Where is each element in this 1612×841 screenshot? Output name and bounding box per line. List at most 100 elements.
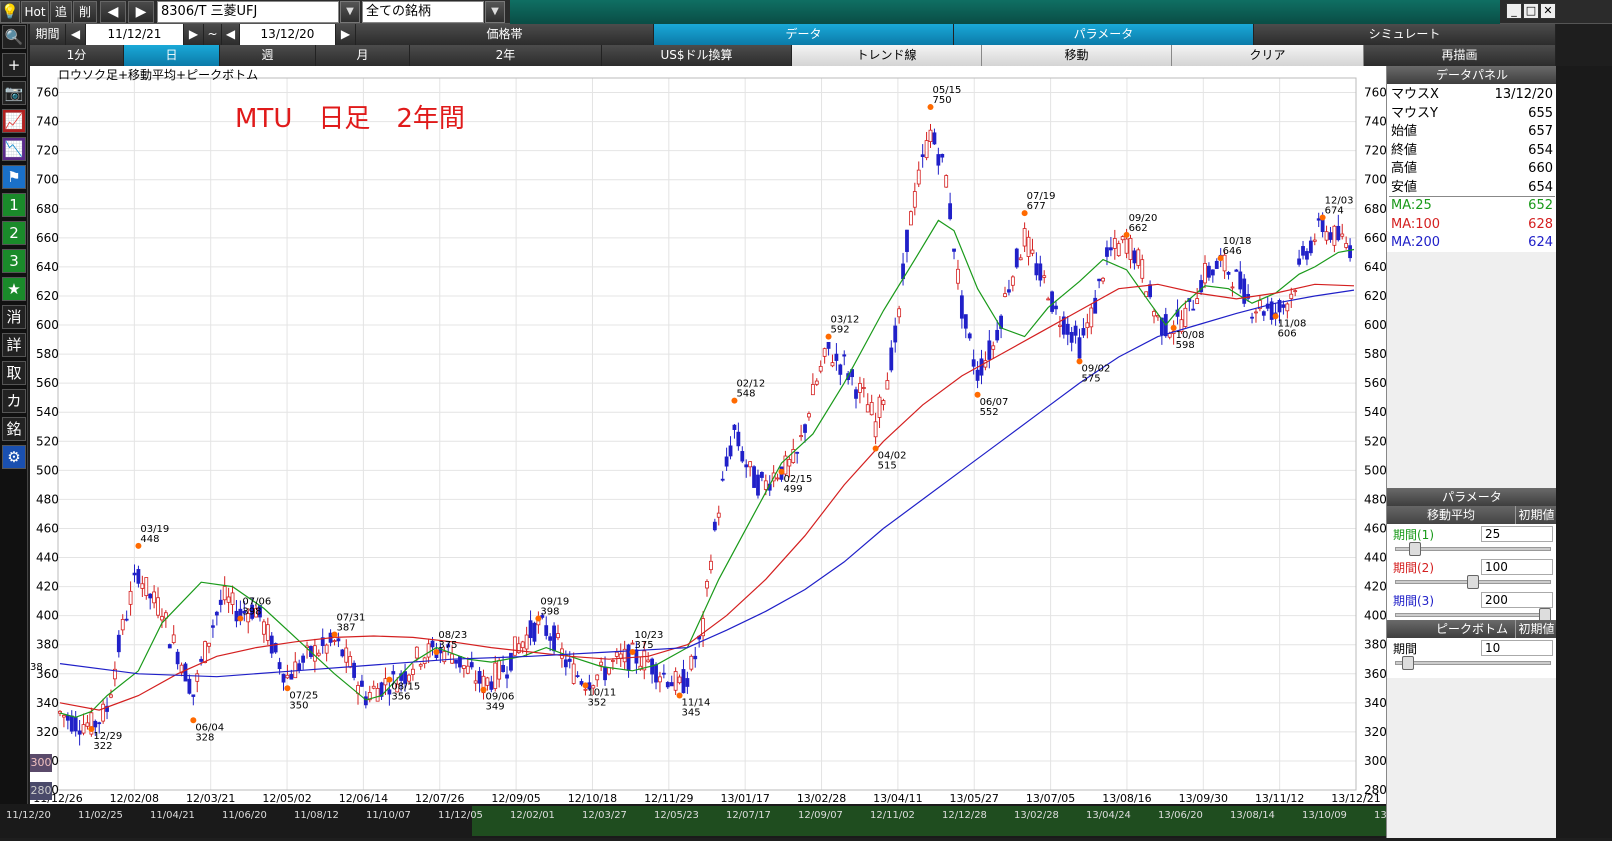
- interval-week[interactable]: 週: [220, 45, 316, 66]
- tool-11[interactable]: 詳: [2, 333, 26, 357]
- date-strip-label: 12/03/27: [582, 810, 627, 821]
- candle-body: [254, 608, 258, 618]
- universe-dropdown-icon[interactable]: ▼: [485, 1, 505, 23]
- period-from-next-icon[interactable]: ▶: [184, 24, 204, 45]
- tab-price-band[interactable]: 価格帯: [356, 24, 654, 45]
- candle-body: [89, 712, 94, 735]
- redraw-button[interactable]: 再描画: [1364, 45, 1556, 66]
- tool-6[interactable]: 1: [2, 193, 26, 217]
- tab-data[interactable]: データ: [654, 24, 954, 45]
- clear-button[interactable]: クリア: [1172, 45, 1364, 66]
- tab-parameter[interactable]: パラメータ: [954, 24, 1254, 45]
- usd-convert-button[interactable]: US$ドル換算: [602, 45, 792, 66]
- plus-icon[interactable]: +: [2, 53, 26, 77]
- next-arrow-icon[interactable]: ▶: [128, 1, 154, 23]
- tool-13[interactable]: カ: [2, 389, 26, 413]
- ma-slider-track[interactable]: [1395, 547, 1551, 551]
- ma-slider-track[interactable]: [1395, 613, 1551, 617]
- candle-body: [909, 211, 913, 226]
- tool-10[interactable]: 消: [2, 305, 26, 329]
- line-chart2-icon[interactable]: 📉: [2, 137, 26, 161]
- candle-body: [1124, 238, 1129, 254]
- date-navigator[interactable]: 11/12/20 11/02/25 11/04/21 11/06/20 11/08/12…: [0, 804, 1434, 838]
- peak-dot: [731, 397, 738, 404]
- candle-body: [807, 413, 811, 418]
- ma-period-field[interactable]: 25: [1481, 526, 1553, 542]
- candle-body: [371, 685, 376, 689]
- period-from-prev-icon[interactable]: ◀: [66, 24, 86, 45]
- candle-body: [975, 369, 980, 381]
- bulb-icon[interactable]: 💡: [0, 1, 20, 23]
- pb-reset-button[interactable]: 初期値: [1515, 620, 1557, 638]
- interval-month[interactable]: 月: [316, 45, 410, 66]
- candle-body: [1305, 251, 1309, 260]
- tool-9[interactable]: ★: [2, 277, 26, 301]
- close-icon[interactable]: ✕: [1540, 3, 1556, 19]
- candle-body: [101, 703, 106, 722]
- data-row-key: MA:25: [1391, 198, 1432, 213]
- interval-day[interactable]: 日: [124, 45, 220, 66]
- maximize-icon[interactable]: □: [1523, 3, 1539, 19]
- right-scroll-area: [1556, 66, 1612, 838]
- candle-body: [759, 472, 764, 478]
- candle-body: [246, 613, 251, 623]
- range-2year[interactable]: 2年: [410, 45, 602, 66]
- candle-body: [265, 624, 270, 641]
- data-row-value: 657: [1528, 124, 1553, 139]
- interval-1min[interactable]: 1分: [30, 45, 124, 66]
- chart-canvas[interactable]: 12/2932203/1944806/0432807/0639807/25350…: [30, 66, 1387, 805]
- badge-300[interactable]: 300: [30, 754, 52, 772]
- pb-slider-knob[interactable]: [1402, 656, 1415, 670]
- tab-simulate[interactable]: シミュレート: [1254, 24, 1556, 45]
- period-from-field[interactable]: 11/12/21: [86, 24, 184, 45]
- candle-body: [571, 663, 576, 684]
- flag-icon[interactable]: ⚑: [2, 165, 26, 189]
- y-tick-right: 660: [1364, 231, 1386, 245]
- symbol-dropdown-icon[interactable]: ▼: [340, 1, 360, 23]
- candle-body: [524, 634, 529, 650]
- candle-body: [822, 348, 827, 357]
- universe-field[interactable]: 全ての銘柄: [362, 1, 484, 23]
- y-tick-left: 580: [36, 347, 59, 361]
- candle-body: [262, 621, 266, 635]
- candle-body: [1136, 249, 1141, 266]
- ma-reset-button[interactable]: 初期値: [1515, 506, 1557, 524]
- peak-value-label: 375: [438, 640, 457, 651]
- data-row-key: 終値: [1391, 142, 1418, 158]
- prev-arrow-icon[interactable]: ◀: [100, 1, 126, 23]
- candle-body: [411, 668, 415, 675]
- line-chart-icon[interactable]: 📈: [2, 109, 26, 133]
- pb-period-field[interactable]: 10: [1481, 640, 1553, 656]
- symbol-field[interactable]: 8306/T 三菱UFJ: [157, 1, 339, 23]
- tool-7[interactable]: 2: [2, 221, 26, 245]
- search-icon[interactable]: 🔍: [2, 25, 26, 49]
- ma-slider-knob[interactable]: [1409, 542, 1422, 556]
- period-to-next-icon[interactable]: ▶: [336, 24, 356, 45]
- candle-body: [360, 680, 364, 687]
- date-navigator-canvas[interactable]: 11/12/20 11/02/25 11/04/21 11/06/20 11/08/12…: [0, 804, 1434, 838]
- pb-slider-track[interactable]: [1395, 661, 1551, 665]
- ma-period-field[interactable]: 200: [1481, 592, 1553, 608]
- tool-8[interactable]: 3: [2, 249, 26, 273]
- peak-date-label: 06/07: [980, 397, 1009, 408]
- hot-button[interactable]: Hot: [21, 1, 49, 23]
- candle-body: [971, 359, 976, 367]
- date-strip-label: 13/06/20: [1158, 810, 1203, 821]
- tool-12[interactable]: 取: [2, 361, 26, 385]
- peak-date-label: 10/23: [634, 630, 663, 641]
- period-to-prev-icon[interactable]: ◀: [222, 24, 240, 45]
- ma-period-field[interactable]: 100: [1481, 559, 1553, 575]
- price-chart[interactable]: 12/29 322 03/19 448 06/04 328 07/06 398 07/25 350…: [30, 66, 1387, 805]
- minimize-icon[interactable]: _: [1506, 3, 1522, 19]
- delete-button[interactable]: 削: [73, 1, 97, 23]
- badge-280[interactable]: 280: [30, 782, 52, 800]
- camera-icon[interactable]: 📷: [2, 81, 26, 105]
- candle-body: [740, 451, 745, 462]
- tool-14[interactable]: 銘: [2, 417, 26, 441]
- add-button[interactable]: 追: [50, 1, 72, 23]
- move-button[interactable]: 移動: [982, 45, 1172, 66]
- ma-slider-knob[interactable]: [1467, 575, 1479, 589]
- gear-icon[interactable]: ⚙: [2, 445, 26, 469]
- trendline-button[interactable]: トレンド線: [792, 45, 982, 66]
- period-to-field[interactable]: 13/12/20: [240, 24, 336, 45]
